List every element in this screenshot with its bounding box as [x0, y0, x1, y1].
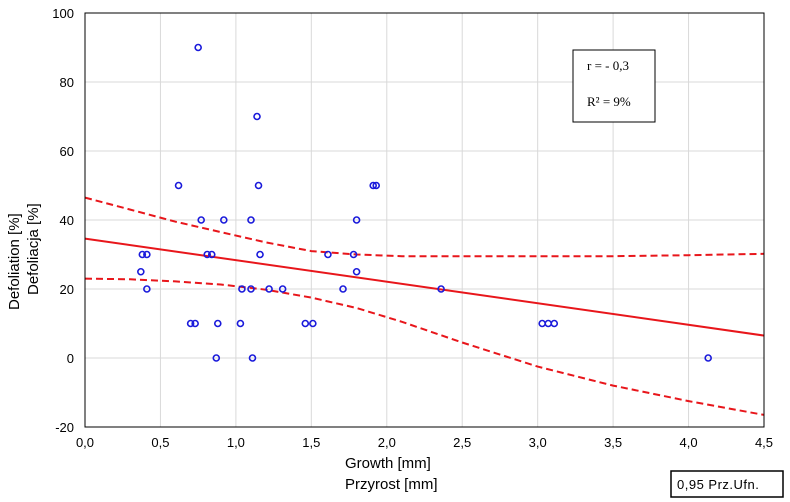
data-point-10 [138, 250, 147, 259]
data-point-22 [265, 285, 273, 293]
confidence-legend-label: 0,95 Prz.Ufn. [677, 477, 759, 492]
y-axis-title: Defoliation [%] Defoliacja [%] [3, 150, 45, 312]
data-point-37 [704, 354, 712, 362]
y-tick-label-1: 0 [67, 351, 74, 366]
y-tick-labels: -20 0 20 40 60 80 100 [52, 6, 74, 435]
data-point-4 [369, 181, 377, 190]
x-axis-title-line-2: Przyrost [mm] [345, 476, 438, 493]
data-point-20 [238, 285, 246, 293]
data-point-8 [247, 216, 255, 224]
regression-line [84, 237, 765, 337]
y-axis-title-line-1: Defoliation [%] [6, 213, 23, 310]
x-tick-label-6: 3,0 [529, 435, 547, 450]
data-point-12 [203, 250, 212, 259]
data-point-24 [339, 285, 347, 293]
confidence-legend-frame [670, 470, 784, 498]
data-point-3 [254, 181, 263, 190]
data-point-11 [143, 250, 151, 259]
data-point-13 [207, 250, 216, 259]
x-tick-label-4: 2,0 [378, 435, 396, 450]
plot-frame [84, 12, 765, 428]
data-point-35 [212, 354, 221, 362]
regression-line-group [84, 237, 765, 337]
data-points [137, 43, 712, 362]
data-point-1 [253, 112, 261, 121]
x-tick-label-3: 1,5 [302, 435, 320, 450]
x-axis-title-background [335, 452, 513, 498]
x-tick-label-2: 1,0 [227, 435, 245, 450]
data-point-29 [236, 319, 245, 328]
data-point-28 [213, 319, 222, 328]
data-point-31 [309, 319, 317, 328]
data-point-25 [437, 285, 445, 293]
x-tick-label-7: 3,5 [604, 435, 622, 450]
x-axis-title-line-1: Growth [mm] [345, 455, 431, 472]
y-tick-label-3: 40 [60, 213, 74, 228]
y-tick-label-0: -20 [55, 420, 74, 435]
data-point-5 [372, 181, 381, 190]
data-point-15 [324, 250, 332, 259]
data-point-16 [349, 250, 358, 259]
confidence-band-lower [84, 277, 765, 416]
x-axis-title: Growth [mm] Przyrost [mm] [335, 452, 513, 498]
data-point-14 [256, 250, 264, 259]
confidence-legend: 0,95 Prz.Ufn. [670, 470, 784, 498]
x-tick-label-8: 4,0 [680, 435, 698, 450]
y-tick-label-2: 20 [60, 282, 74, 297]
y-tick-label-6: 100 [52, 6, 74, 21]
data-point-0 [194, 43, 202, 52]
stat-r2: R² = 9% [587, 94, 631, 109]
y-tick-label-5: 80 [60, 75, 74, 90]
data-point-26 [186, 319, 195, 328]
x-tick-label-5: 2,5 [453, 435, 471, 450]
data-point-2 [174, 181, 183, 190]
stats-box: r = - 0,3 R² = 9% [572, 49, 656, 123]
data-point-9 [352, 216, 361, 224]
data-point-30 [301, 319, 310, 328]
stat-r: r = - 0,3 [587, 58, 629, 73]
data-point-17 [137, 267, 145, 276]
x-tick-label-0: 0,0 [76, 435, 94, 450]
data-point-23 [278, 285, 287, 293]
data-point-36 [248, 354, 257, 362]
y-axis-title-line-2: Defoliacja [%] [25, 203, 42, 295]
x-tick-label-1: 0,5 [151, 435, 169, 450]
data-point-27 [191, 319, 199, 328]
data-point-19 [143, 285, 151, 293]
data-point-18 [352, 267, 361, 276]
y-axis-title-background [3, 150, 45, 312]
y-tick-label-4: 60 [60, 144, 74, 159]
x-tick-labels: 0,0 0,5 1,0 1,5 2,0 2,5 3,0 3,5 4,0 4,5 [76, 435, 773, 450]
x-tick-label-9: 4,5 [755, 435, 773, 450]
stats-box-frame [572, 49, 656, 123]
data-point-34 [550, 319, 559, 328]
data-point-21 [247, 285, 255, 293]
data-point-7 [220, 216, 228, 224]
data-point-6 [197, 216, 205, 224]
